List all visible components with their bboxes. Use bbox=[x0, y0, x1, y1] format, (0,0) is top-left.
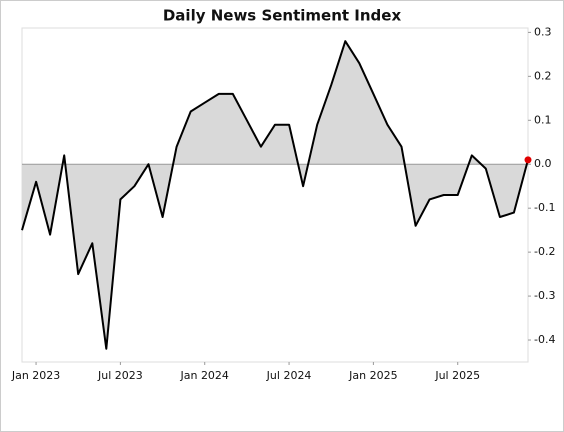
y-tick-label: -0.4 bbox=[534, 333, 555, 346]
line bbox=[21, 40, 529, 350]
x-tick-label: Jan 2023 bbox=[11, 369, 60, 382]
y-tick-label: -0.2 bbox=[534, 245, 555, 258]
end-marker bbox=[524, 156, 532, 164]
x-tick-label: Jul 2024 bbox=[266, 369, 312, 382]
y-tick-label: 0.0 bbox=[534, 157, 552, 170]
area bbox=[22, 41, 528, 349]
y-tick-label: 0.2 bbox=[534, 69, 552, 82]
x-tick-label: Jul 2025 bbox=[434, 369, 480, 382]
x-tick-label: Jan 2024 bbox=[179, 369, 228, 382]
y-tick-label: -0.3 bbox=[534, 289, 555, 302]
x-tick-label: Jul 2023 bbox=[97, 369, 143, 382]
y-tick-label: 0.1 bbox=[534, 113, 552, 126]
y-tick-label: -0.1 bbox=[534, 201, 555, 214]
y-tick-label: 0.3 bbox=[534, 25, 552, 38]
x-tick-label: Jan 2025 bbox=[348, 369, 397, 382]
chart-title: Daily News Sentiment Index bbox=[163, 7, 402, 25]
